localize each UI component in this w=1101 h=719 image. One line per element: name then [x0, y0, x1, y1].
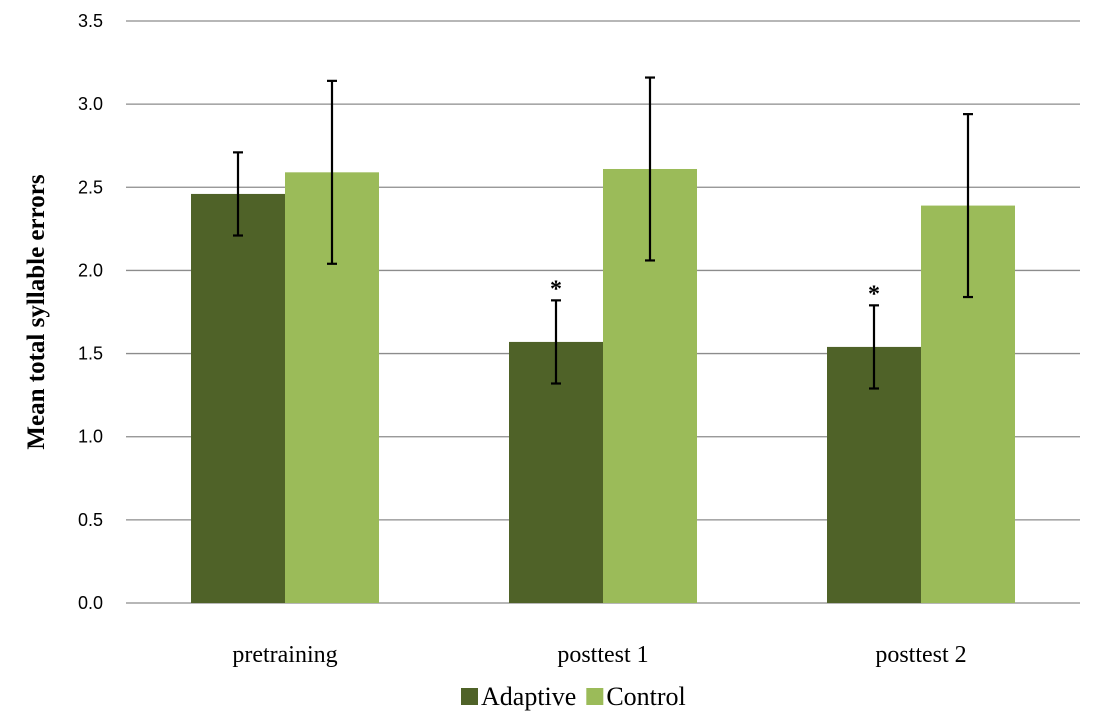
y-tick-label: 0.0	[78, 593, 103, 613]
x-tick-label: posttest 2	[875, 642, 966, 668]
y-axis-ticks: 0.0 0.5 1.0 1.5 2.0 2.5 3.0 3.5	[78, 11, 103, 613]
y-tick-label: 0.5	[78, 510, 103, 530]
error-bars	[233, 76, 973, 390]
error-bar	[645, 76, 655, 262]
legend-label: Control	[606, 682, 685, 711]
y-tick-label: 1.5	[78, 344, 103, 364]
y-tick-label: 3.0	[78, 94, 103, 114]
x-tick-label: pretraining	[232, 642, 337, 668]
legend: Adaptive Control	[461, 682, 686, 711]
error-bar	[963, 113, 973, 299]
significance-asterisk: *	[868, 281, 880, 307]
legend-swatch	[461, 688, 478, 705]
bar-adaptive-2	[827, 346, 921, 603]
y-tick-label: 2.5	[78, 177, 103, 197]
legend-item-adaptive: Adaptive	[461, 682, 576, 711]
legend-item-control: Control	[586, 682, 686, 711]
y-axis-label: Mean total syllable errors	[23, 174, 50, 449]
y-tick-label: 2.0	[78, 260, 103, 280]
bars	[191, 168, 1015, 604]
legend-swatch	[586, 688, 604, 705]
bar-adaptive-1	[509, 341, 603, 603]
error-bar	[869, 304, 879, 390]
error-bar	[551, 299, 561, 385]
x-axis-ticks: pretraining posttest 1 posttest 2	[232, 642, 966, 668]
error-bar	[233, 151, 243, 237]
x-tick-label: posttest 1	[557, 642, 648, 668]
error-bar	[327, 79, 337, 265]
bar-adaptive-0	[191, 193, 285, 604]
legend-label: Adaptive	[481, 682, 576, 711]
y-tick-label: 3.5	[78, 11, 103, 31]
significance-asterisk: *	[550, 276, 562, 302]
significance-markers: * *	[550, 276, 880, 307]
y-tick-label: 1.0	[78, 427, 103, 447]
